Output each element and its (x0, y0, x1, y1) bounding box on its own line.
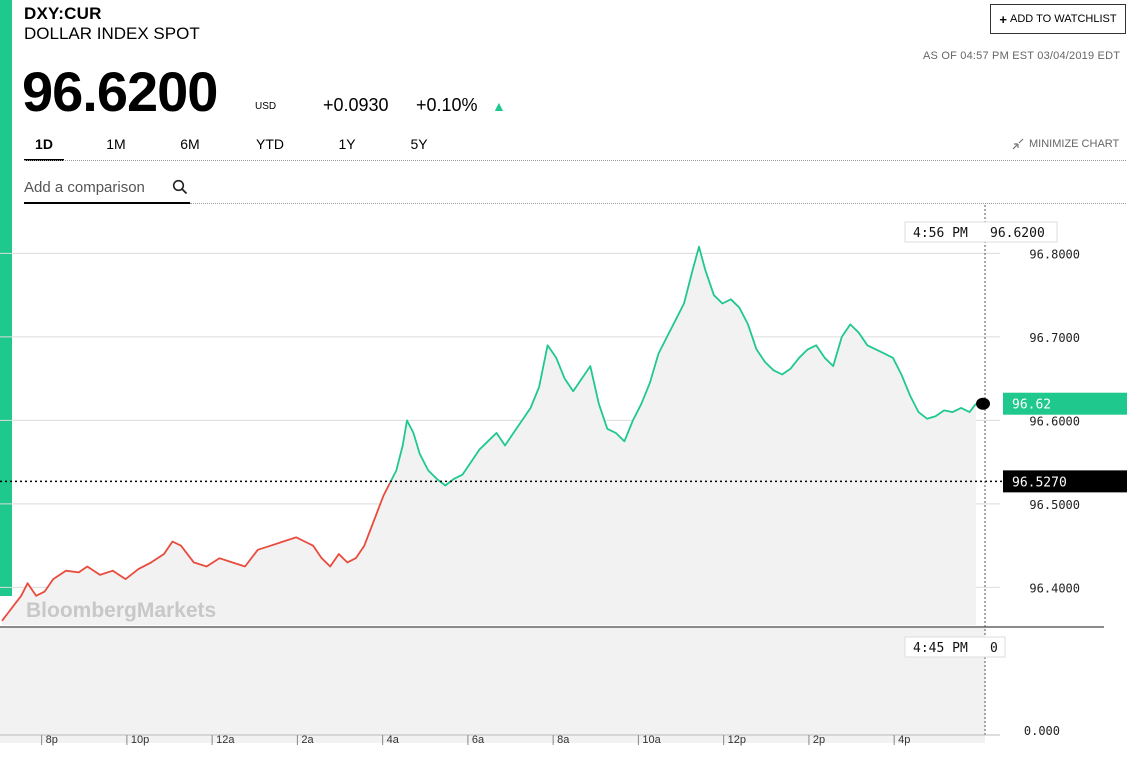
comparison-input[interactable]: Add a comparison (24, 172, 190, 204)
accent-bar (0, 0, 12, 596)
x-tick-label: 2a (301, 734, 314, 746)
hover-time-label: 4:56 PM (913, 226, 968, 241)
hover-label-box (904, 221, 1058, 243)
y-tick-label: 96.6000 (1029, 414, 1080, 428)
x-tick-label: 4p (898, 734, 910, 746)
x-tick-label: 6a (472, 734, 485, 746)
add-to-watchlist-button[interactable]: + ADD TO WATCHLIST (990, 4, 1126, 34)
timeframe-tabs: 1D 1M 6M YTD 1Y 5Y (24, 135, 439, 161)
price-chart[interactable]: 96.8000 96.7000 96.6000 96.5000 96.4000 Bloom… (0, 205, 1142, 771)
tab-1d[interactable]: 1D (24, 135, 64, 161)
watchlist-label: ADD TO WATCHLIST (1010, 13, 1117, 25)
net-change: +0.0930 (323, 95, 389, 115)
percent-change: +0.10% (416, 95, 478, 115)
y-tick-label: 96.8000 (1029, 247, 1080, 261)
last-price-tag-label: 96.62 (1012, 398, 1051, 413)
as-of-timestamp: AS OF 04:57 PM EST 03/04/2019 EDT (923, 50, 1121, 62)
volume-pane (0, 628, 985, 743)
search-icon[interactable] (172, 179, 188, 195)
volume-value-label: 0 (990, 641, 998, 656)
previous-close-tag (1003, 470, 1127, 493)
hover-dot (976, 397, 990, 410)
x-tick-label: 8p (46, 734, 58, 746)
x-tick-label: 12p (728, 734, 746, 746)
y-tick-label: 96.4000 (1029, 581, 1080, 595)
x-tick-label: 8a (557, 734, 570, 746)
tab-1m[interactable]: 1M (106, 136, 126, 152)
previous-close-label: 96.5270 (1012, 475, 1067, 490)
tab-5y[interactable]: 5Y (410, 136, 428, 152)
ticker-symbol: DXY:CUR (24, 4, 102, 23)
security-name: DOLLAR INDEX SPOT (24, 24, 200, 43)
tab-ytd[interactable]: YTD (256, 136, 284, 152)
minimize-icon (1012, 138, 1024, 150)
y-tick-label: 96.7000 (1029, 331, 1080, 345)
last-price: 96.6200 (22, 60, 218, 123)
last-price-tag (1003, 392, 1127, 415)
x-tick-label: 10a (642, 734, 661, 746)
x-tick-label: 12a (216, 734, 235, 746)
x-tick-label: 4a (387, 734, 400, 746)
x-tick-label: 10p (131, 734, 149, 746)
x-tick-label: 2p (813, 734, 825, 746)
price-line-below-close (1, 482, 391, 622)
y-tick-label: 96.5000 (1029, 498, 1080, 512)
up-arrow-icon: ▲ (492, 98, 506, 114)
price-line-above-close (389, 245, 977, 487)
volume-label-box (904, 636, 1006, 658)
minimize-chart-button[interactable]: MINIMIZE CHART (1011, 138, 1119, 150)
minimize-label: MINIMIZE CHART (1029, 138, 1120, 150)
hover-value-label: 96.6200 (990, 226, 1045, 241)
price-area-fill (2, 246, 976, 625)
volume-time-label: 4:45 PM (913, 641, 968, 656)
currency-label: USD (255, 101, 277, 112)
tab-1y[interactable]: 1Y (338, 136, 356, 152)
tab-divider (24, 160, 1126, 161)
plus-icon: + (999, 11, 1008, 27)
bloomberg-watermark: BloombergMarkets (26, 599, 216, 622)
volume-axis-label: 0.000 (1024, 724, 1060, 738)
tab-6m[interactable]: 6M (180, 136, 200, 152)
comparison-divider (190, 203, 1126, 204)
comparison-placeholder: Add a comparison (24, 178, 145, 196)
